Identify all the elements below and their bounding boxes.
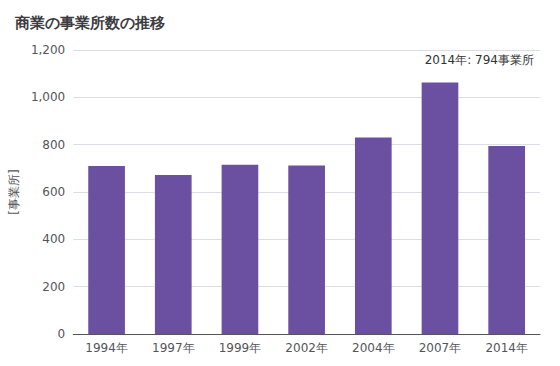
svg-text:400: 400 (42, 232, 65, 246)
svg-text:0: 0 (58, 327, 66, 341)
svg-text:2004年: 2004年 (352, 341, 395, 355)
svg-text:2007年: 2007年 (419, 341, 462, 355)
svg-text:2002年: 2002年 (285, 341, 328, 355)
svg-text:800: 800 (42, 138, 65, 152)
svg-text:1999年: 1999年 (219, 341, 262, 355)
svg-text:1997年: 1997年 (152, 341, 195, 355)
svg-text:2014年: 2014年 (485, 341, 528, 355)
svg-text:1994年: 1994年 (85, 341, 128, 355)
svg-text:商業の事業所数の推移: 商業の事業所数の推移 (14, 14, 165, 32)
svg-text:[事業所]: [事業所] (7, 169, 21, 214)
svg-text:1,000: 1,000 (31, 90, 65, 104)
svg-text:600: 600 (42, 185, 65, 199)
svg-text:2014年: 794事業所: 2014年: 794事業所 (425, 53, 534, 67)
svg-text:1,200: 1,200 (31, 43, 65, 57)
svg-text:200: 200 (42, 280, 65, 294)
